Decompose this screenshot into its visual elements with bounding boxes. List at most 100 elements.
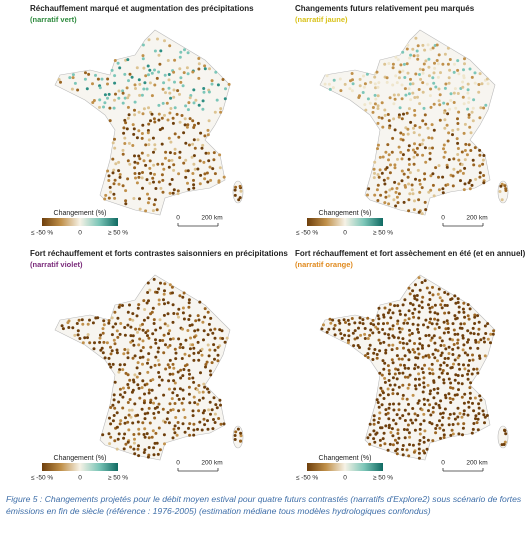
station-dot — [361, 91, 365, 94]
station-dot — [429, 413, 433, 417]
station-dot — [452, 328, 456, 332]
station-dot — [202, 87, 206, 90]
station-dot — [137, 172, 141, 175]
station-dot — [461, 336, 465, 340]
station-dot — [453, 332, 457, 336]
station-dot — [463, 62, 466, 66]
station-dot — [421, 153, 425, 157]
station-dot — [476, 346, 480, 350]
station-dot — [98, 105, 101, 109]
station-dot — [446, 292, 450, 296]
station-dot — [107, 432, 111, 436]
station-dot — [331, 86, 335, 90]
station-dot — [419, 422, 423, 426]
station-dot — [77, 318, 81, 322]
station-dot — [113, 178, 117, 182]
station-dot — [460, 382, 464, 386]
station-dot — [174, 416, 178, 419]
station-dot — [389, 316, 393, 320]
station-dot — [142, 433, 146, 436]
station-dot — [431, 172, 435, 176]
station-dot — [102, 340, 106, 344]
station-dot — [203, 385, 207, 389]
station-dot — [207, 90, 211, 94]
station-dot — [161, 178, 165, 182]
station-dot — [68, 76, 72, 80]
station-dot — [113, 406, 117, 410]
station-dot — [209, 373, 213, 377]
station-dot — [213, 412, 217, 416]
station-dot — [412, 208, 416, 212]
station-dot — [423, 177, 427, 181]
station-dot — [445, 123, 449, 127]
station-dot — [472, 409, 476, 413]
station-dot — [387, 333, 390, 337]
station-dot — [108, 416, 111, 420]
station-dot — [125, 127, 129, 131]
station-dot — [421, 119, 425, 123]
station-dot — [121, 386, 125, 390]
station-dot — [152, 322, 156, 325]
station-dot — [202, 329, 206, 333]
station-dot — [448, 107, 452, 111]
station-dot — [162, 167, 166, 171]
station-dot — [141, 57, 145, 61]
station-dot — [101, 331, 105, 335]
station-dot — [219, 422, 223, 426]
station-dot — [117, 169, 121, 173]
station-dot — [184, 338, 188, 342]
station-dot — [192, 395, 196, 399]
station-dot — [131, 356, 135, 360]
station-dot — [470, 110, 474, 114]
station-dot — [103, 197, 107, 201]
station-dot — [161, 407, 165, 411]
station-dot — [172, 70, 176, 74]
station-dot — [187, 301, 191, 305]
station-dot — [222, 175, 226, 179]
station-dot — [375, 353, 379, 356]
station-dot — [387, 62, 391, 65]
station-dot — [133, 154, 136, 158]
station-dot — [462, 301, 466, 305]
panel-subtitle: (narratif jaune) — [295, 15, 348, 24]
station-dot — [402, 172, 406, 176]
station-dot — [358, 77, 362, 81]
station-dot — [135, 375, 139, 379]
station-dot — [137, 343, 141, 347]
station-dot — [473, 146, 477, 150]
station-dot — [107, 356, 111, 360]
station-dot — [124, 121, 128, 125]
station-dot — [170, 178, 174, 181]
station-dot — [411, 443, 415, 447]
station-dot — [146, 455, 150, 459]
station-dot — [373, 348, 377, 351]
station-dot — [401, 337, 405, 341]
station-dot — [131, 123, 135, 127]
station-dot — [471, 401, 474, 405]
station-dot — [428, 392, 432, 396]
station-dot — [391, 388, 395, 392]
station-dot — [123, 363, 127, 367]
station-dot — [400, 357, 404, 361]
station-dot — [146, 334, 149, 338]
station-dot — [430, 336, 434, 340]
station-dot — [73, 333, 77, 337]
station-dot — [191, 142, 195, 146]
station-dot — [449, 386, 452, 390]
station-dot — [406, 43, 410, 47]
station-dot — [413, 150, 417, 154]
station-dot — [450, 297, 454, 301]
station-dot — [381, 359, 385, 363]
station-dot — [153, 68, 156, 72]
station-dot — [351, 82, 355, 86]
station-dot — [147, 352, 151, 356]
station-dot — [182, 161, 186, 165]
station-dot — [91, 101, 95, 104]
station-dot — [366, 193, 369, 197]
station-dot — [492, 329, 496, 333]
station-dot — [325, 74, 329, 78]
station-dot — [456, 127, 460, 131]
station-dot — [472, 98, 476, 102]
station-dot — [350, 89, 354, 93]
station-dot — [171, 291, 174, 295]
